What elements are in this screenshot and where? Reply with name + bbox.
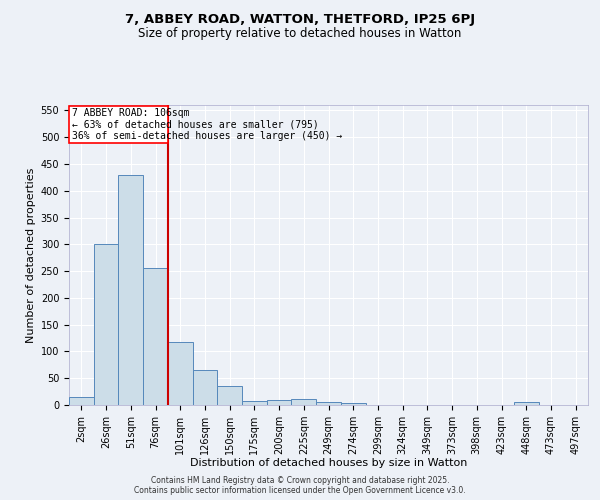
Bar <box>193 370 217 405</box>
Bar <box>292 398 316 405</box>
Text: Size of property relative to detached houses in Watton: Size of property relative to detached ho… <box>139 28 461 40</box>
Text: Contains HM Land Registry data © Crown copyright and database right 2025.: Contains HM Land Registry data © Crown c… <box>151 476 449 485</box>
Bar <box>94 244 118 405</box>
Bar <box>316 402 341 405</box>
Text: 7 ABBEY ROAD: 106sqm
← 63% of detached houses are smaller (795)
36% of semi-deta: 7 ABBEY ROAD: 106sqm ← 63% of detached h… <box>72 108 342 141</box>
Bar <box>143 268 168 405</box>
Bar <box>217 386 242 405</box>
Bar <box>341 404 365 405</box>
FancyBboxPatch shape <box>69 106 168 142</box>
Bar <box>267 400 292 405</box>
Bar <box>118 174 143 405</box>
Bar <box>514 402 539 405</box>
Y-axis label: Number of detached properties: Number of detached properties <box>26 168 37 342</box>
X-axis label: Distribution of detached houses by size in Watton: Distribution of detached houses by size … <box>190 458 467 468</box>
Bar <box>69 397 94 405</box>
Bar <box>168 342 193 405</box>
Text: Contains public sector information licensed under the Open Government Licence v3: Contains public sector information licen… <box>134 486 466 495</box>
Bar <box>242 400 267 405</box>
Text: 7, ABBEY ROAD, WATTON, THETFORD, IP25 6PJ: 7, ABBEY ROAD, WATTON, THETFORD, IP25 6P… <box>125 12 475 26</box>
